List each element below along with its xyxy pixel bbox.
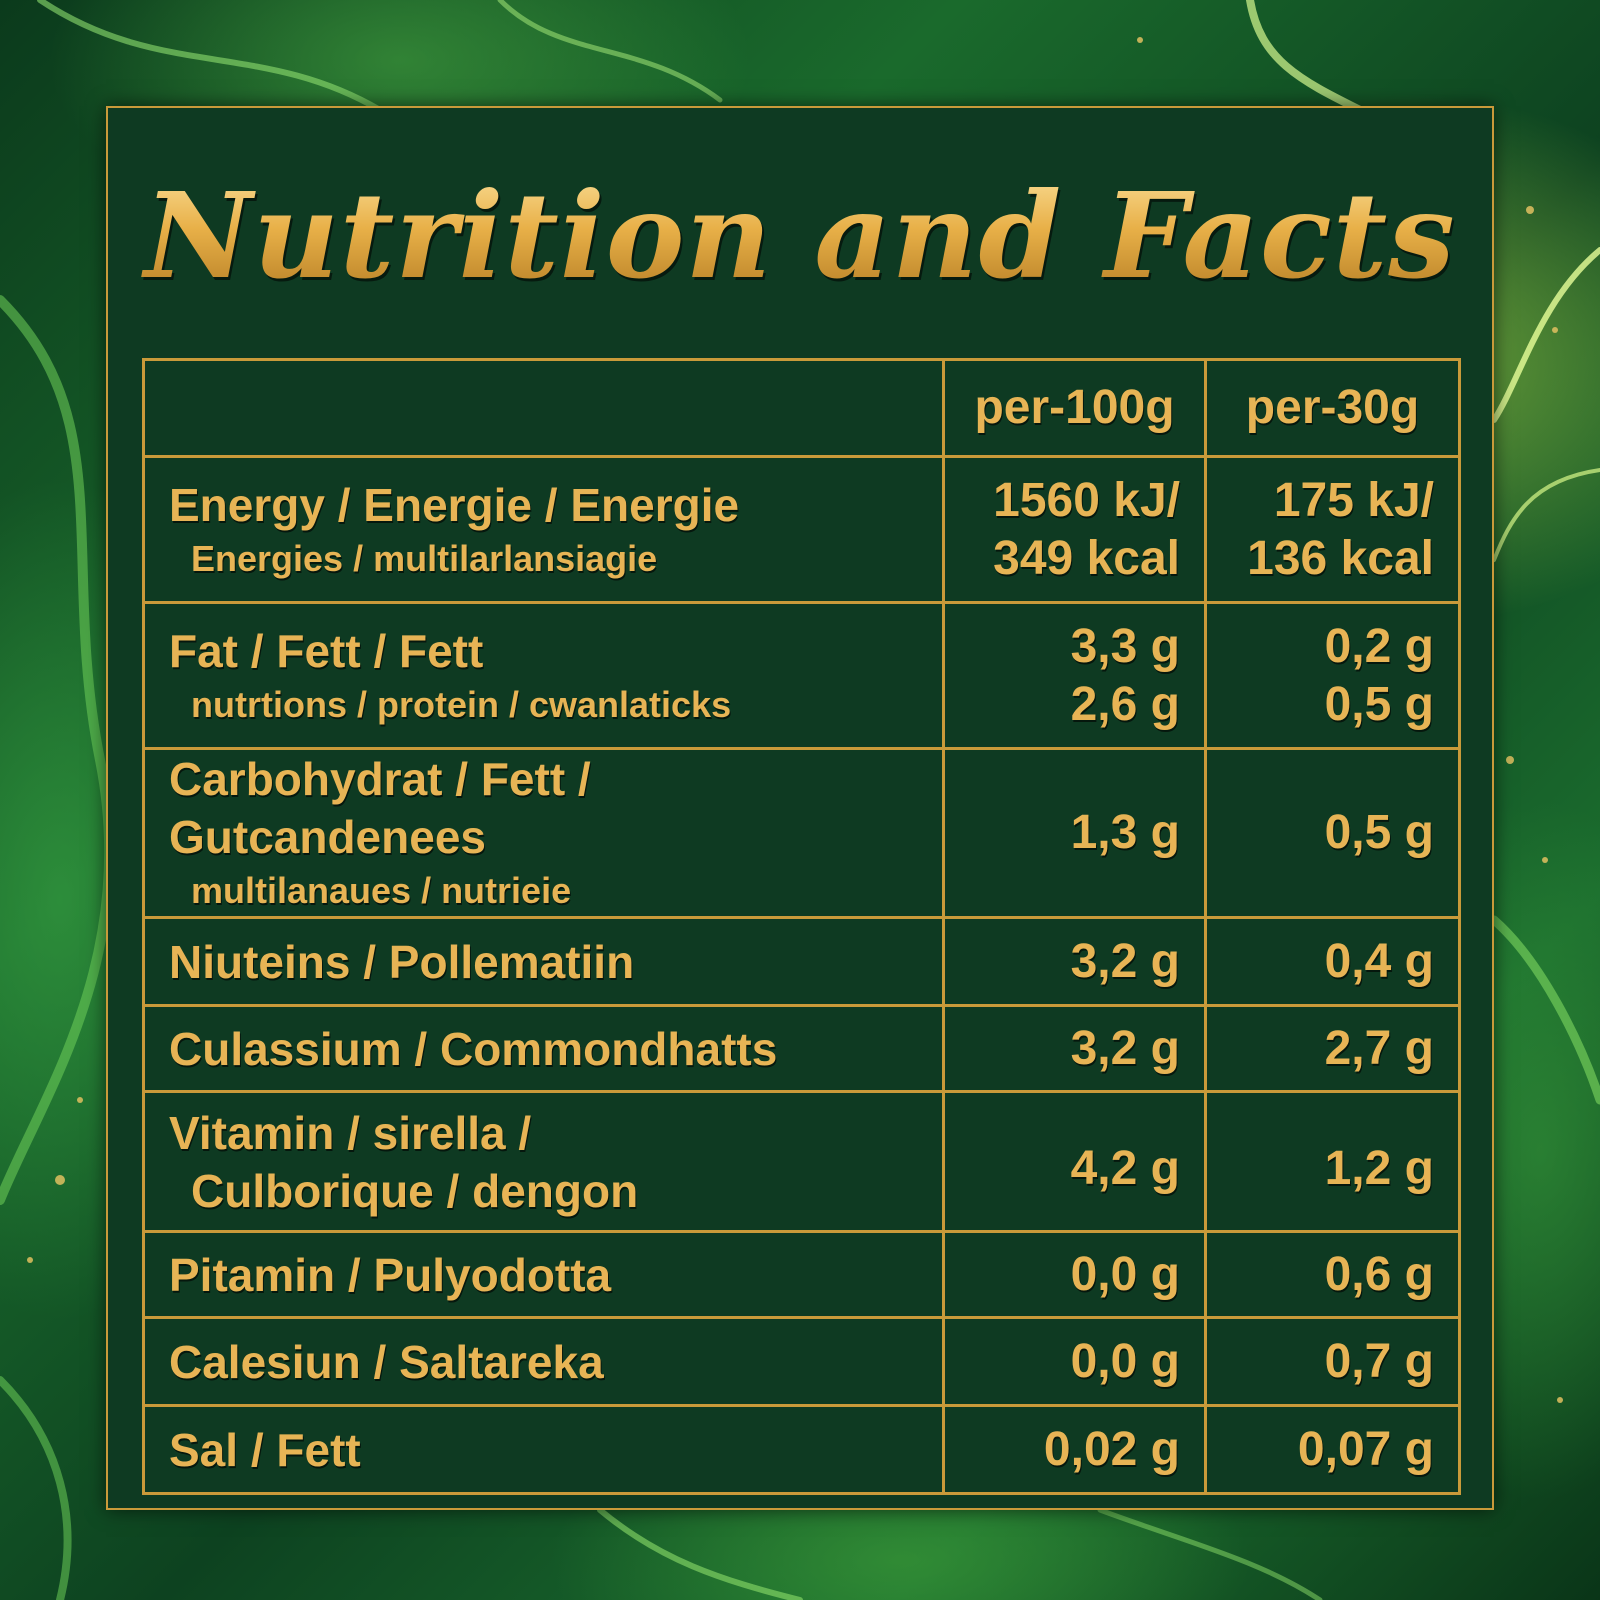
nutrient-name: Energy / Energie / Energie bbox=[169, 478, 740, 531]
value-line: 0,2 g bbox=[1324, 619, 1434, 673]
value-per30g: 2,7 g bbox=[1204, 1004, 1461, 1093]
value-per100g: 3,3 g 2,6 g bbox=[942, 601, 1207, 750]
table-row: Pitamin / Pulyodotta 0,0 g 0,6 g bbox=[142, 1230, 1461, 1319]
page-title: Nutrition and Facts bbox=[108, 166, 1492, 305]
nutrient-label: Carbohydrat / Fett / Gutcandenees multil… bbox=[142, 747, 945, 919]
nutrient-name: Niuteins / Pollematiin bbox=[169, 935, 635, 988]
nutrient-label: Energy / Energie / Energie Energies / mu… bbox=[142, 455, 945, 604]
table-row: Fat / Fett / Fett nutrtions / protein / … bbox=[142, 601, 1461, 750]
nutrient-name: Fat / Fett / Fett bbox=[169, 624, 484, 677]
value-per30g: 175 kJ/ 136 kcal bbox=[1204, 455, 1461, 604]
header-label-cell bbox=[142, 358, 945, 458]
header-per100g: per-100g bbox=[942, 358, 1207, 458]
nutrient-name: Pitamin / Pulyodotta bbox=[169, 1248, 612, 1301]
value-per30g: 0,6 g bbox=[1204, 1230, 1461, 1319]
nutrient-name: Vitamin / sirella / bbox=[169, 1106, 532, 1159]
value-per100g: 1,3 g bbox=[942, 747, 1207, 919]
nutrient-label: Niuteins / Pollematiin bbox=[142, 916, 945, 1007]
nutrient-subname: multilanaues / nutrieie bbox=[191, 870, 572, 911]
nutrient-name: Carbohydrat / Fett / Gutcandenees bbox=[169, 753, 591, 863]
nutrient-subname: Culborique / dengon bbox=[191, 1164, 639, 1217]
nutrient-label: Calesiun / Saltareka bbox=[142, 1316, 945, 1407]
nutrition-panel: Nutrition and Facts per-100g per-30g Ene… bbox=[106, 106, 1494, 1510]
value-per30g: 0,4 g bbox=[1204, 916, 1461, 1007]
value-line: 136 kcal bbox=[1247, 531, 1434, 585]
nutrient-name: Calesiun / Saltareka bbox=[169, 1335, 604, 1388]
value-per30g: 0,07 g bbox=[1204, 1404, 1461, 1495]
value-line: 1560 kJ/ bbox=[993, 473, 1180, 527]
table-row: Energy / Energie / Energie Energies / mu… bbox=[142, 455, 1461, 604]
value-line: 175 kJ/ bbox=[1273, 473, 1434, 527]
value-line: 0,5 g bbox=[1324, 677, 1434, 731]
value-per30g: 0,2 g 0,5 g bbox=[1204, 601, 1461, 750]
value-line: 3,3 g bbox=[1070, 619, 1180, 673]
nutrient-label: Fat / Fett / Fett nutrtions / protein / … bbox=[142, 601, 945, 750]
value-line: 349 kcal bbox=[993, 531, 1180, 585]
nutrient-label: Vitamin / sirella / Culborique / dengon bbox=[142, 1090, 945, 1233]
table-row: Culassium / Commondhatts 3,2 g 2,7 g bbox=[142, 1004, 1461, 1093]
value-per30g: 1,2 g bbox=[1204, 1090, 1461, 1233]
table-row: Calesiun / Saltareka 0,0 g 0,7 g bbox=[142, 1316, 1461, 1407]
table-row: Carbohydrat / Fett / Gutcandenees multil… bbox=[142, 747, 1461, 919]
value-per100g: 4,2 g bbox=[942, 1090, 1207, 1233]
table-row: Niuteins / Pollematiin 3,2 g 0,4 g bbox=[142, 916, 1461, 1007]
value-per30g: 0,5 g bbox=[1204, 747, 1461, 919]
value-per100g: 0,02 g bbox=[942, 1404, 1207, 1495]
table-row: Vitamin / sirella / Culborique / dengon … bbox=[142, 1090, 1461, 1233]
table-row: Sal / Fett 0,02 g 0,07 g bbox=[142, 1404, 1461, 1495]
nutrient-subname: Energies / multilarlansiagie bbox=[191, 537, 658, 579]
value-per100g: 0,0 g bbox=[942, 1230, 1207, 1319]
value-per100g: 3,2 g bbox=[942, 916, 1207, 1007]
nutrient-subname: nutrtions / protein / cwanlaticks bbox=[191, 683, 732, 725]
table-header-row: per-100g per-30g bbox=[142, 358, 1461, 458]
nutrient-name: Sal / Fett bbox=[169, 1423, 361, 1476]
value-per100g: 0,0 g bbox=[942, 1316, 1207, 1407]
nutrient-label: Pitamin / Pulyodotta bbox=[142, 1230, 945, 1319]
nutrient-label: Sal / Fett bbox=[142, 1404, 945, 1495]
header-per30g: per-30g bbox=[1204, 358, 1461, 458]
nutrient-label: Culassium / Commondhatts bbox=[142, 1004, 945, 1093]
value-per30g: 0,7 g bbox=[1204, 1316, 1461, 1407]
nutrient-name: Culassium / Commondhatts bbox=[169, 1022, 778, 1075]
value-per100g: 1560 kJ/ 349 kcal bbox=[942, 455, 1207, 604]
nutrition-table: per-100g per-30g Energy / Energie / Ener… bbox=[142, 358, 1461, 1495]
value-per100g: 3,2 g bbox=[942, 1004, 1207, 1093]
value-line: 2,6 g bbox=[1070, 677, 1180, 731]
